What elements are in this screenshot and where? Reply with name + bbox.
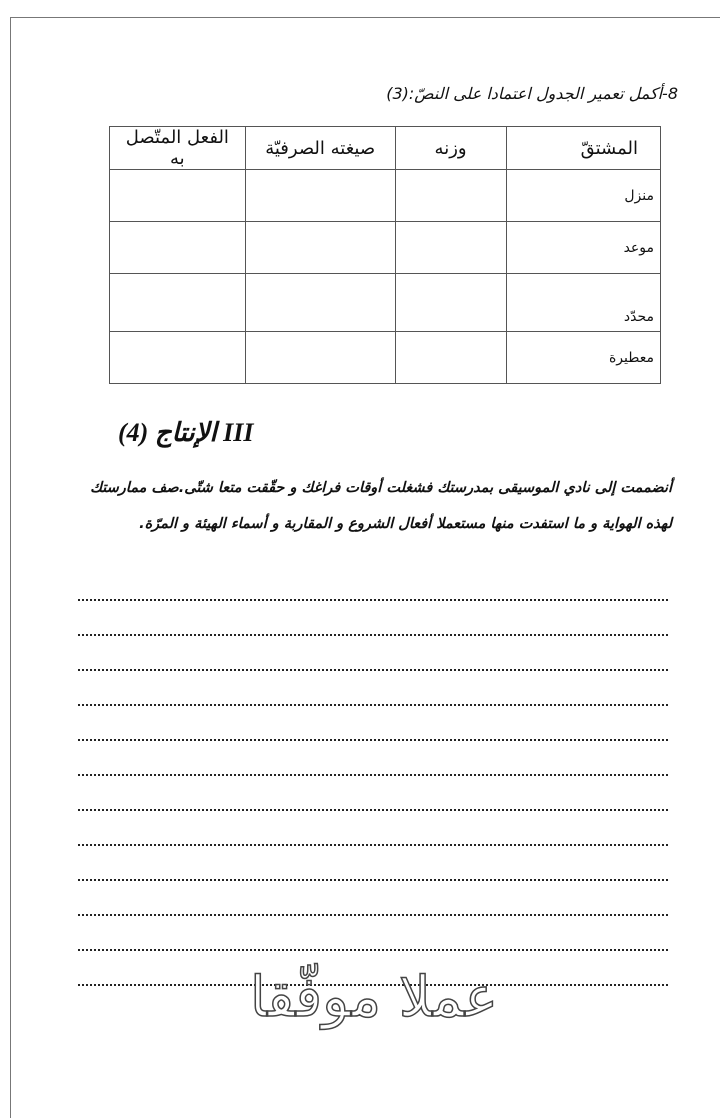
answer-line[interactable] <box>78 811 668 846</box>
answer-cell[interactable] <box>244 221 396 274</box>
answer-line[interactable] <box>78 636 668 671</box>
header-verb: الفعل المتّصل به <box>109 126 246 170</box>
section-title: III الإنتاج (4) <box>118 418 254 447</box>
writing-prompt: أنضممت إلى نادي الموسيقى بمدرستك فشغلت أ… <box>90 480 672 532</box>
answer-line[interactable] <box>78 706 668 741</box>
answer-line[interactable] <box>78 776 668 811</box>
answer-cell[interactable] <box>244 169 396 222</box>
header-derivative: المشتقّ <box>505 126 662 170</box>
row-word: معطيرة <box>505 331 662 384</box>
row-word: موعد <box>505 221 662 274</box>
table-row: منزل <box>109 169 662 222</box>
answer-lines[interactable] <box>78 566 668 986</box>
row-word: محدّد <box>505 273 662 332</box>
answer-line[interactable] <box>78 846 668 881</box>
answer-line[interactable] <box>78 916 668 951</box>
answer-cell[interactable] <box>244 331 396 384</box>
answer-cell[interactable] <box>109 169 246 222</box>
watermark: عملا موفّقا <box>249 964 499 1031</box>
row-word: منزل <box>505 169 662 222</box>
page-frame <box>10 17 720 1118</box>
answer-cell[interactable] <box>394 169 507 222</box>
answer-line[interactable] <box>78 951 668 986</box>
answer-cell[interactable] <box>109 273 246 332</box>
derivatives-table: المشتقّ وزنه صيغته الصرفيّة الفعل المتّص… <box>109 126 662 384</box>
answer-cell[interactable] <box>394 221 507 274</box>
table-header-row: المشتقّ وزنه صيغته الصرفيّة الفعل المتّص… <box>109 126 662 170</box>
answer-line[interactable] <box>78 881 668 916</box>
answer-line[interactable] <box>78 671 668 706</box>
header-weight: وزنه <box>394 126 507 170</box>
question-title: 8-أكمل تعمير الجدول اعتمادا على النصّ:(3… <box>386 84 678 103</box>
answer-cell[interactable] <box>394 331 507 384</box>
answer-line[interactable] <box>78 601 668 636</box>
answer-cell[interactable] <box>394 273 507 332</box>
answer-cell[interactable] <box>109 331 246 384</box>
table-row: محدّد <box>109 273 662 332</box>
header-form: صيغته الصرفيّة <box>244 126 396 170</box>
table-row: موعد <box>109 221 662 274</box>
answer-line[interactable] <box>78 566 668 601</box>
table-row: معطيرة <box>109 331 662 384</box>
answer-cell[interactable] <box>109 221 246 274</box>
answer-line[interactable] <box>78 741 668 776</box>
answer-cell[interactable] <box>244 273 396 332</box>
